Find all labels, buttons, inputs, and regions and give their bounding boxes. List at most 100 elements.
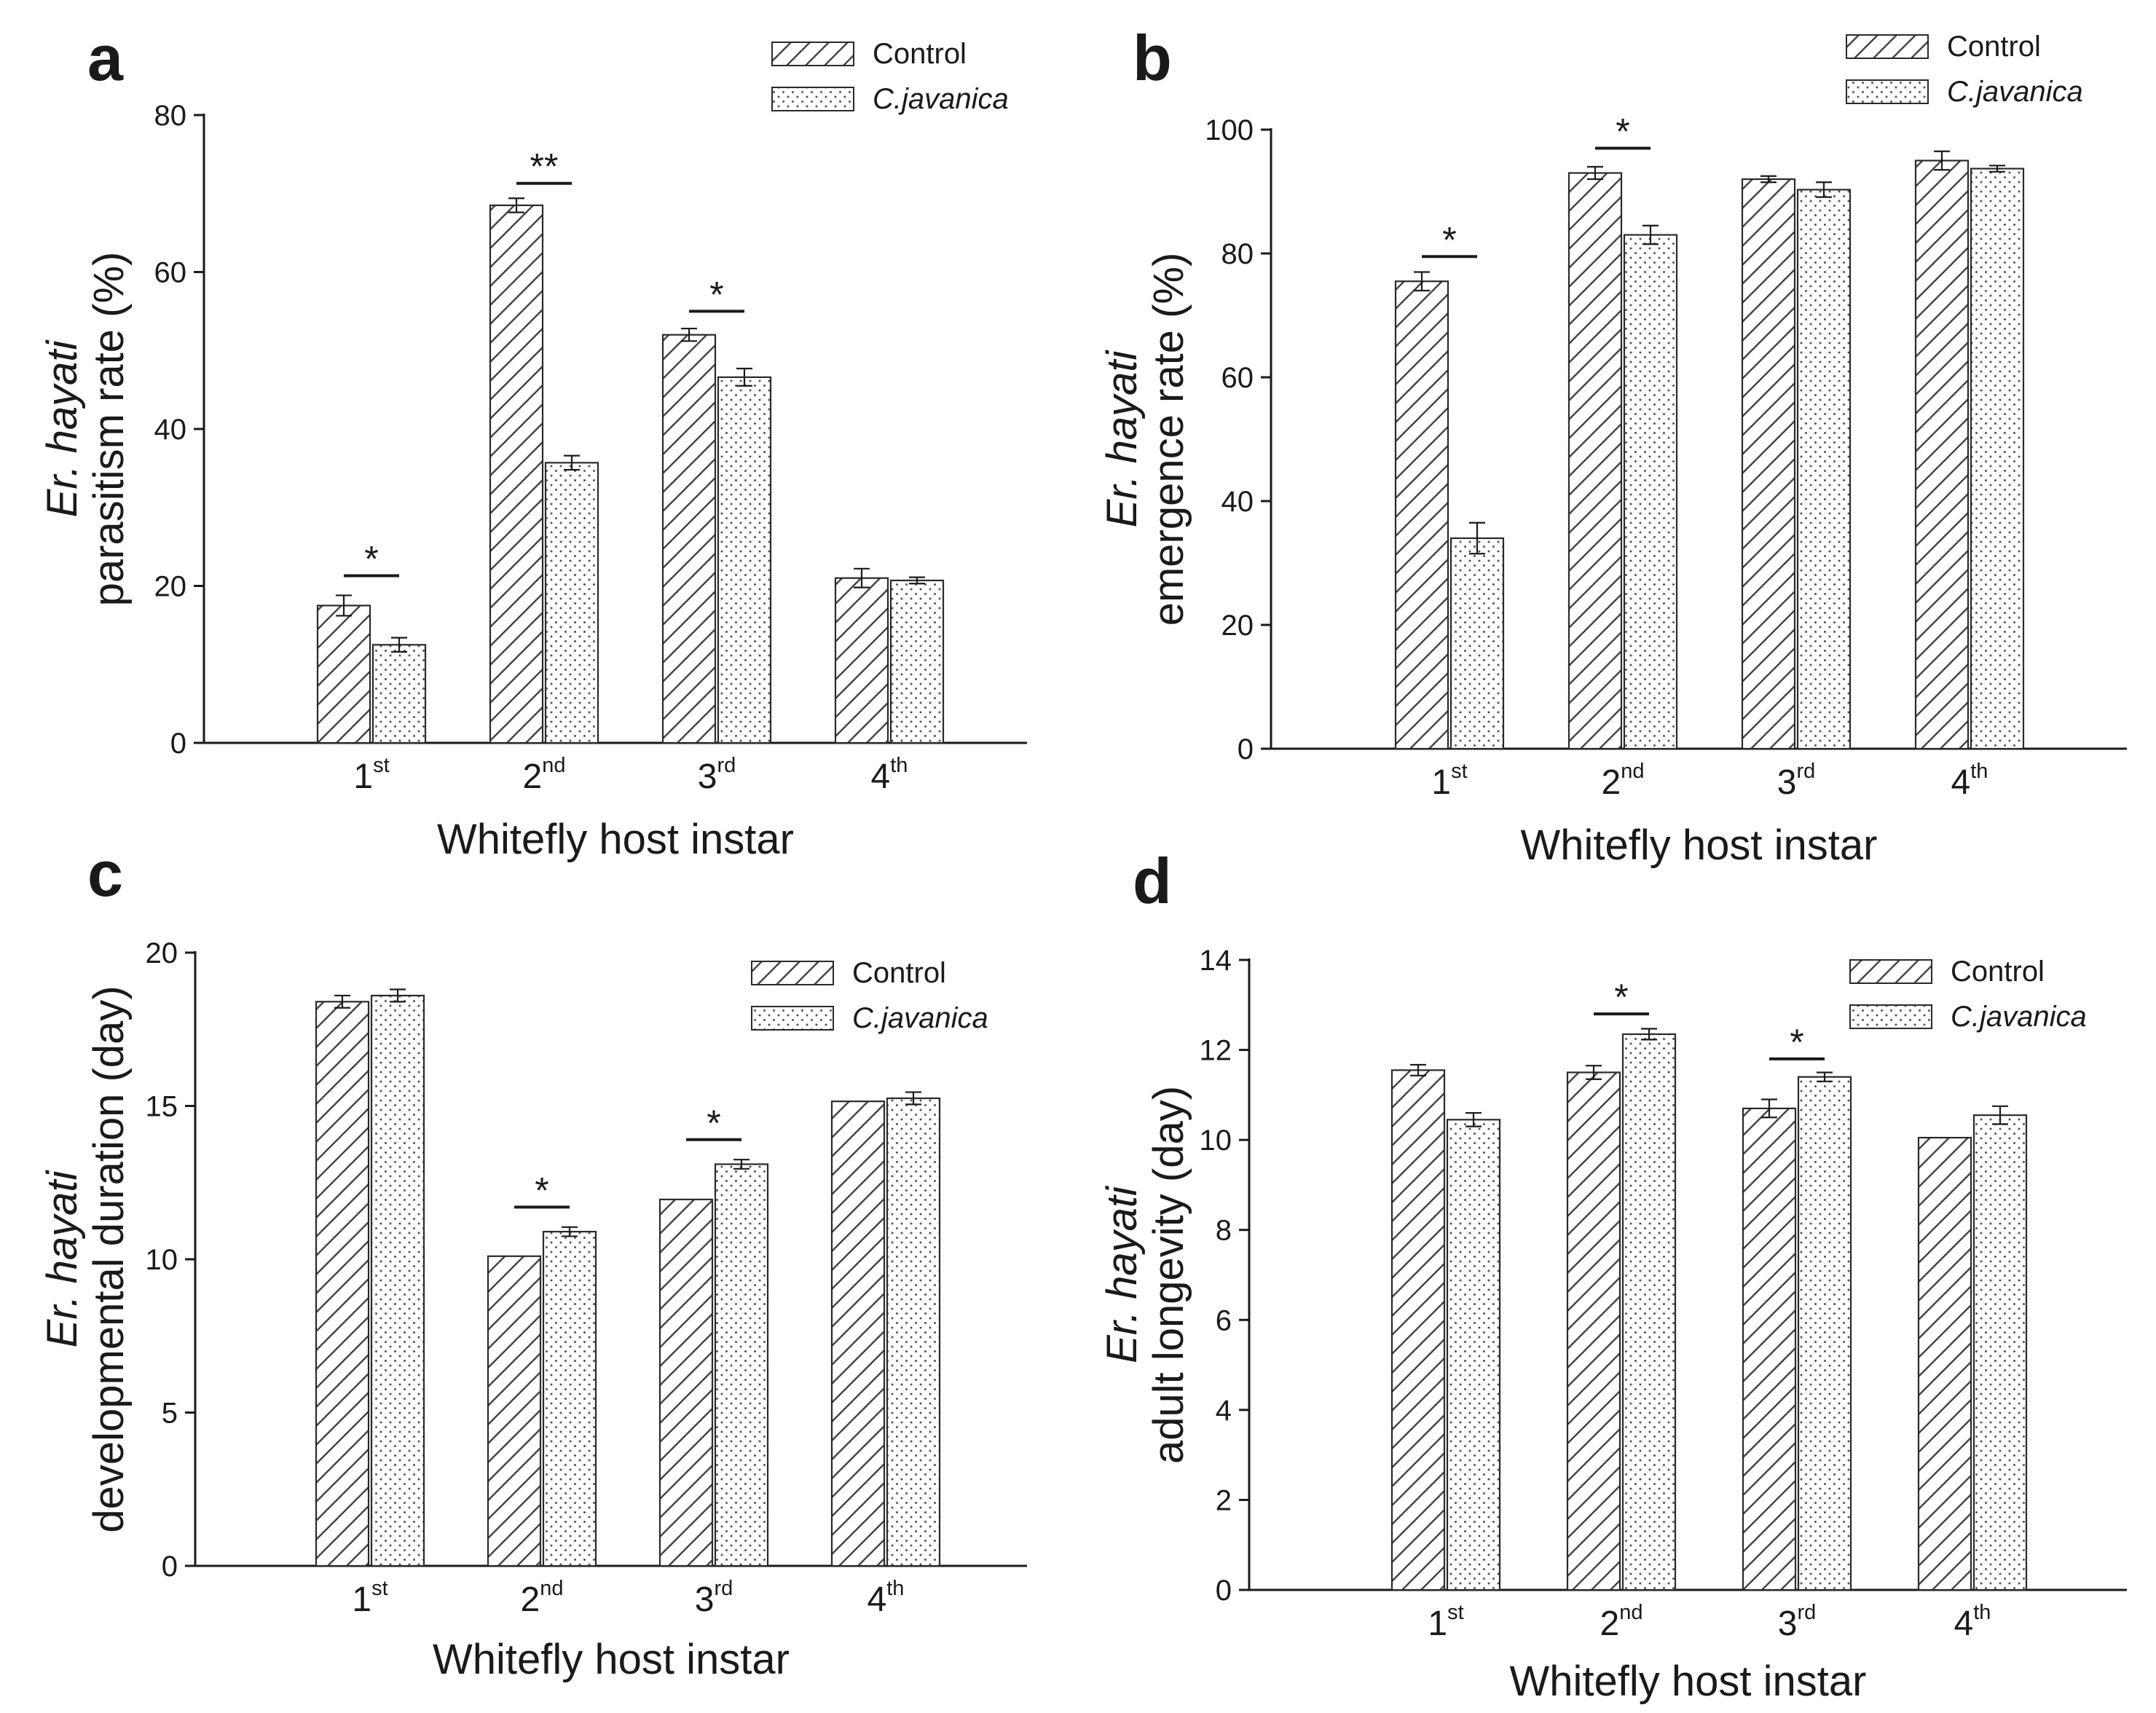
bar-c-javanica xyxy=(714,1163,769,1567)
bar-control xyxy=(830,1100,886,1567)
error-bar xyxy=(736,367,752,387)
legend-label-control: Control xyxy=(1951,956,2045,988)
x-tick-label: 3rd xyxy=(1778,1601,1817,1643)
x-tick-label: 4th xyxy=(871,754,908,796)
y-tick-label: 100 xyxy=(1205,114,1254,146)
y-tick-label: 0 xyxy=(1216,1575,1232,1607)
bar-c-javanica xyxy=(889,579,945,744)
y-tick-label: 80 xyxy=(1221,238,1254,270)
bar-control xyxy=(1390,1069,1446,1591)
legend-label-c-javanica: C.javanica xyxy=(852,1002,988,1034)
legend-swatch-c-javanica xyxy=(751,1006,834,1031)
error-bar xyxy=(390,988,406,1003)
y-tick-label: 60 xyxy=(1221,362,1254,394)
x-tick-suffix: rd xyxy=(1797,1601,1816,1624)
bar-c-javanica xyxy=(370,994,425,1567)
legend-label-c-javanica: C.javanica xyxy=(1947,76,2083,108)
significance-mark: * xyxy=(1442,219,1456,260)
y-tick-label: 20 xyxy=(154,571,187,603)
y-axis-title-species: Er. hayati xyxy=(39,1169,86,1347)
y-tick-label: 80 xyxy=(154,100,187,132)
y-axis-title-measure: emergence rate (%) xyxy=(1145,253,1192,626)
legend-label-control: Control xyxy=(1947,31,2041,63)
y-axis-title-measure: adult longevity (day) xyxy=(1145,1086,1192,1464)
error-bar xyxy=(508,197,524,213)
x-axis-title: Whitefly host instar xyxy=(433,1636,790,1683)
bar-control xyxy=(1741,178,1796,750)
x-tick-label: 3rd xyxy=(695,1577,733,1619)
y-axis-title: Er. hayatiparasitism rate (%) xyxy=(39,252,133,607)
x-tick-label: 4th xyxy=(1954,1601,1991,1643)
y-tick-label: 40 xyxy=(1221,486,1254,518)
x-tick-suffix: nd xyxy=(1619,1601,1642,1624)
bar-c-javanica xyxy=(1449,537,1505,750)
bar-c-javanica xyxy=(371,644,427,744)
legend-label-c-javanica: C.javanica xyxy=(1951,1001,2087,1033)
y-tick-label: 20 xyxy=(146,937,178,969)
x-tick-label: 2nd xyxy=(521,1577,564,1619)
error-bar xyxy=(564,454,580,471)
x-tick-number: 4 xyxy=(1954,1604,1974,1643)
x-tick-number: 3 xyxy=(1777,763,1797,802)
bar-c-javanica xyxy=(886,1097,941,1567)
y-tick-label: 15 xyxy=(146,1091,178,1123)
x-tick-number: 2 xyxy=(521,1580,540,1619)
y-tick-label: 8 xyxy=(1216,1215,1232,1247)
x-tick-label: 1st xyxy=(352,1577,387,1619)
error-bar xyxy=(1642,224,1659,245)
significance-mark: * xyxy=(364,538,378,579)
legend-swatch-control xyxy=(751,961,834,985)
bar-control xyxy=(834,577,889,744)
y-axis-title: Er. hayatiadult longevity (day) xyxy=(1098,1086,1192,1464)
x-tick-label: 2nd xyxy=(1600,1601,1643,1643)
x-tick-label: 2nd xyxy=(523,754,566,796)
bar-control xyxy=(316,605,371,744)
panel-letter: c xyxy=(87,838,123,910)
x-tick-label: 3rd xyxy=(1777,760,1816,802)
error-bar xyxy=(909,576,925,585)
significance-mark: * xyxy=(1614,977,1628,1017)
y-tick-label: 6 xyxy=(1216,1304,1232,1336)
x-tick-number: 2 xyxy=(1600,1604,1620,1643)
y-axis-title-measure: parasitism rate (%) xyxy=(85,252,133,607)
x-tick-label: 4th xyxy=(1951,760,1988,802)
x-tick-number: 2 xyxy=(1602,763,1621,802)
y-axis-title-species: Er. hayati xyxy=(39,339,86,517)
error-bar xyxy=(336,594,352,617)
x-tick-suffix: rd xyxy=(714,1577,733,1600)
bar-control xyxy=(487,1255,542,1567)
x-axis-title: Whitefly host instar xyxy=(1510,1658,1867,1705)
x-tick-number: 1 xyxy=(1428,1604,1447,1643)
y-axis-title: Er. hayatidevelopmental duration (day) xyxy=(39,985,133,1532)
x-axis-title: Whitefly host instar xyxy=(1521,822,1878,869)
chart-panel-c: c 0 5 10 15 20 Er. hayatidevelopmental duratio… xyxy=(39,838,1027,1683)
x-tick-suffix: th xyxy=(1973,1601,1991,1624)
x-tick-suffix: rd xyxy=(1796,760,1815,783)
significance-mark: ** xyxy=(530,146,559,187)
error-bar xyxy=(1414,271,1430,292)
x-tick-suffix: st xyxy=(371,1577,388,1600)
y-tick-label: 10 xyxy=(146,1244,178,1276)
y-tick-label: 12 xyxy=(1200,1035,1232,1067)
x-tick-number: 4 xyxy=(871,757,891,796)
chart-panel-b: b 0 20 40 60 80 100 Er. hayatiemergence rate (%… xyxy=(1098,22,2127,869)
error-bar xyxy=(1816,181,1832,198)
error-bar xyxy=(1641,1028,1657,1041)
legend-label-c-javanica: C.javanica xyxy=(873,83,1009,115)
y-axis-title-species: Er. hayati xyxy=(1098,349,1146,527)
x-tick-suffix: th xyxy=(1970,760,1988,783)
x-tick-suffix: th xyxy=(890,754,908,777)
error-bar xyxy=(1465,1111,1482,1127)
bar-control xyxy=(1917,1136,1972,1591)
y-axis-title: Er. hayatiemergence rate (%) xyxy=(1098,253,1192,626)
chart-panel-a: a 0 20 40 60 80 Er. hayatiparasitism rate (%) W… xyxy=(39,22,1027,863)
significance-mark: * xyxy=(707,1103,720,1143)
bar-control xyxy=(1566,1071,1621,1591)
error-bar xyxy=(1817,1071,1833,1082)
bar-control xyxy=(489,204,544,744)
x-tick-label: 1st xyxy=(353,754,389,796)
panel-letter: a xyxy=(87,22,124,94)
x-tick-suffix: st xyxy=(1451,760,1468,783)
x-tick-label: 1st xyxy=(1428,1601,1463,1643)
error-bar xyxy=(1760,175,1777,184)
